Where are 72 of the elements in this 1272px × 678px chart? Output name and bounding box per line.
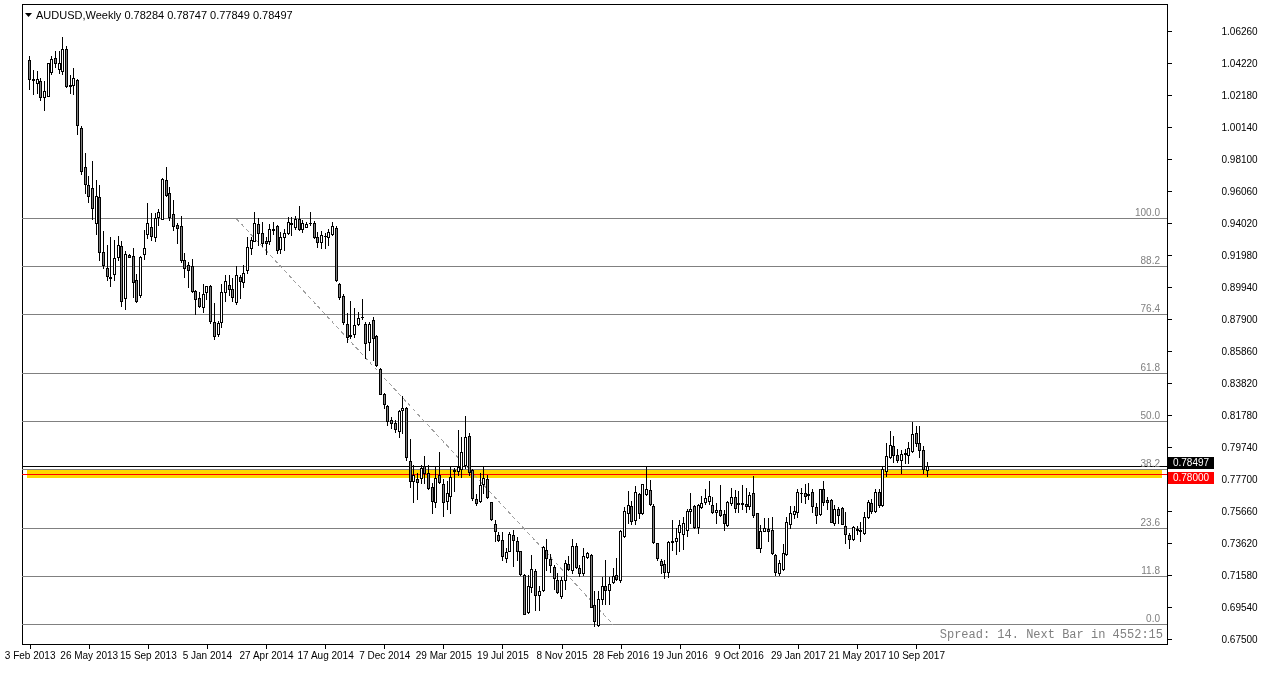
candlestick xyxy=(737,490,741,513)
annotation: 88.2 xyxy=(1140,254,1161,266)
x-tick-label: 3 Feb 2013 xyxy=(4,649,56,661)
candlestick xyxy=(715,503,719,525)
y-tick-label: 0.94020 xyxy=(1221,217,1259,229)
y-tick-label: 0.96060 xyxy=(1221,185,1259,197)
x-tick-label: 19 Jul 2015 xyxy=(477,649,530,661)
annotation: 50.0 xyxy=(1140,409,1161,421)
y-tick-label: 0.69540 xyxy=(1221,601,1259,613)
annotation: 23.6 xyxy=(1140,516,1161,528)
annotation: 38.2 xyxy=(1140,457,1161,469)
annotation: Spread: 14. Next Bar in 4552:15 xyxy=(939,628,1163,642)
y-tick-label: 0.91980 xyxy=(1221,249,1259,261)
y-tick-label: 1.04220 xyxy=(1221,57,1259,69)
candlestick xyxy=(489,501,493,521)
x-tick-label: 7 Dec 2014 xyxy=(359,649,411,661)
y-tick-label: 0.77700 xyxy=(1221,473,1259,485)
x-tick-label: 9 Oct 2016 xyxy=(714,649,765,661)
x-tick-label: 29 Jan 2017 xyxy=(770,649,827,661)
candlestick xyxy=(726,501,730,527)
candlestick xyxy=(364,322,368,360)
y-tick-label: 0.85860 xyxy=(1221,345,1259,357)
x-tick-label: 29 Mar 2015 xyxy=(415,649,473,661)
candlestick xyxy=(733,490,737,513)
chart-title: AUDUSD,Weekly 0.78284 0.78747 0.77849 0.78497 xyxy=(36,9,293,21)
x-tick-label: 10 Sep 2017 xyxy=(888,649,946,661)
y-tick-label: 0.71580 xyxy=(1221,569,1259,581)
y-tick-label: 0.73620 xyxy=(1221,537,1259,549)
ref-line-label: 0.78000 xyxy=(1172,472,1210,484)
candlestick xyxy=(28,56,32,90)
x-tick-label: 17 Aug 2014 xyxy=(297,649,355,661)
candlestick xyxy=(301,220,305,233)
y-tick-label: 1.02180 xyxy=(1221,89,1259,101)
x-tick-label: 19 Jun 2016 xyxy=(652,649,709,661)
candlestick xyxy=(415,472,419,500)
y-tick-label: 0.98100 xyxy=(1221,153,1259,165)
candlestick xyxy=(231,277,235,302)
annotation: 76.4 xyxy=(1140,302,1161,314)
ref-line-label: 0.78497 xyxy=(1172,457,1210,469)
y-tick-label: 0.87900 xyxy=(1221,313,1259,325)
y-tick-label: 0.89940 xyxy=(1221,281,1259,293)
x-tick-label: 26 May 2013 xyxy=(60,649,119,661)
candlestick xyxy=(608,576,612,606)
candlestick xyxy=(910,422,914,453)
y-tick-label: 1.06260 xyxy=(1221,25,1259,37)
candlestick xyxy=(744,487,748,513)
candlestick xyxy=(741,485,745,510)
x-tick-label: 8 Nov 2015 xyxy=(536,649,589,661)
candlestick xyxy=(323,232,327,250)
y-tick-label: 1.00140 xyxy=(1221,121,1259,133)
candlestick xyxy=(829,498,833,524)
candlestick xyxy=(859,521,863,543)
candlestick xyxy=(803,484,807,504)
annotation: 61.8 xyxy=(1140,361,1161,373)
x-tick-label: 15 Sep 2013 xyxy=(119,649,178,661)
annotation: 100.0 xyxy=(1134,206,1161,218)
x-tick-label: 21 May 2017 xyxy=(828,649,887,661)
candlestick xyxy=(678,519,682,552)
annotation: 11.8 xyxy=(1141,564,1161,576)
y-tick-label: 0.75660 xyxy=(1221,505,1259,517)
x-tick-label: 28 Feb 2016 xyxy=(593,649,650,661)
y-tick-label: 0.81780 xyxy=(1221,409,1259,421)
candlestick xyxy=(892,435,896,463)
candlestick xyxy=(441,479,445,517)
candlestick xyxy=(796,488,800,518)
x-tick-label: 5 Jan 2014 xyxy=(182,649,233,661)
x-tick-label: 27 Apr 2014 xyxy=(239,649,294,661)
y-tick-label: 0.67500 xyxy=(1221,633,1259,645)
candlestick xyxy=(275,225,279,254)
y-tick-label: 0.79740 xyxy=(1221,441,1259,453)
y-tick-label: 0.83820 xyxy=(1221,377,1259,389)
annotation: 0.0 xyxy=(1146,612,1161,624)
